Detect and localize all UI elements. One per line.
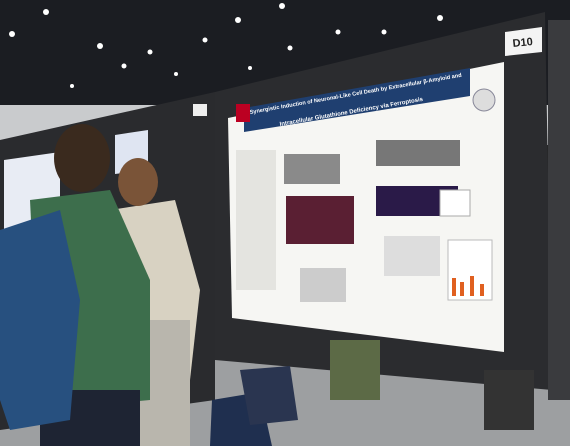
backpack [0, 210, 80, 430]
person-legs [330, 340, 380, 400]
poster [228, 62, 504, 352]
presenter-head [118, 158, 158, 206]
logo [472, 88, 496, 112]
poster-title-band [244, 68, 470, 132]
logo [236, 104, 250, 122]
bag [240, 366, 298, 425]
visitor-head [54, 124, 110, 192]
poster-figures [236, 140, 493, 302]
booth-sign-label: D10 [512, 36, 533, 50]
person-legs [484, 370, 534, 430]
board-edge [548, 20, 570, 400]
small-sign [193, 104, 207, 116]
ceiling-lights [9, 3, 443, 88]
booth-sign [505, 27, 542, 56]
